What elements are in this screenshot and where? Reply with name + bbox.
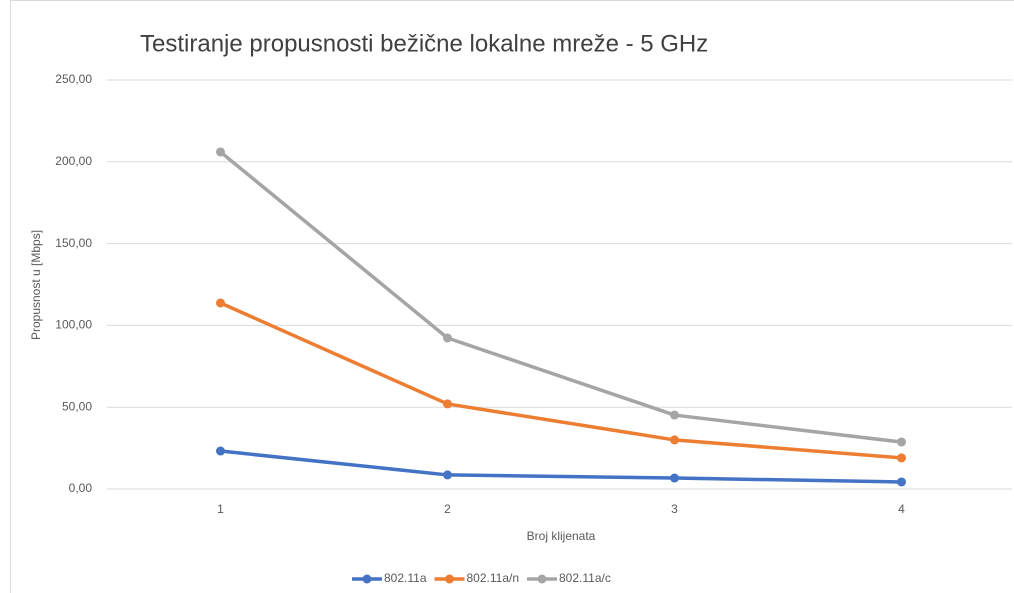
y-tick-label: 200,00 — [55, 154, 92, 168]
chart-border — [10, 0, 1014, 593]
data-point — [443, 333, 452, 343]
series-line — [218, 301, 904, 460]
data-point — [897, 437, 906, 447]
y-tick-label: 0,00 — [69, 481, 93, 495]
y-axis-label: Propusnost u [Mbps] — [29, 230, 43, 340]
y-tick-label: 50,00 — [62, 399, 92, 413]
legend-label: 802.11a — [384, 571, 427, 585]
data-point — [670, 473, 679, 483]
legend-marker — [445, 574, 454, 584]
legend-label: 802.11a/c — [559, 571, 611, 585]
x-tick-label: 4 — [898, 502, 905, 516]
legend-marker — [537, 574, 547, 584]
y-tick-label: 250,00 — [55, 72, 92, 86]
data-point — [670, 410, 679, 420]
data-point — [216, 147, 225, 157]
x-axis-label: Broj klijenata — [527, 529, 596, 543]
data-point — [670, 435, 679, 445]
data-point — [897, 477, 906, 487]
data-point — [897, 453, 906, 463]
data-point — [216, 446, 225, 456]
y-tick-label: 100,00 — [55, 318, 92, 332]
legend-marker — [362, 574, 372, 584]
series-line — [218, 150, 904, 444]
legend-label: 802.11a/n — [467, 571, 520, 585]
chart-title: Testiranje propusnosti bežične lokalne m… — [140, 30, 708, 57]
y-tick-label: 150,00 — [55, 236, 92, 250]
x-tick-label: 2 — [444, 502, 451, 516]
x-tick-label: 3 — [671, 502, 678, 516]
data-point — [443, 399, 452, 409]
x-tick-label: 1 — [217, 502, 224, 516]
data-point — [443, 470, 452, 480]
series-line — [218, 449, 904, 484]
data-point — [216, 298, 225, 308]
